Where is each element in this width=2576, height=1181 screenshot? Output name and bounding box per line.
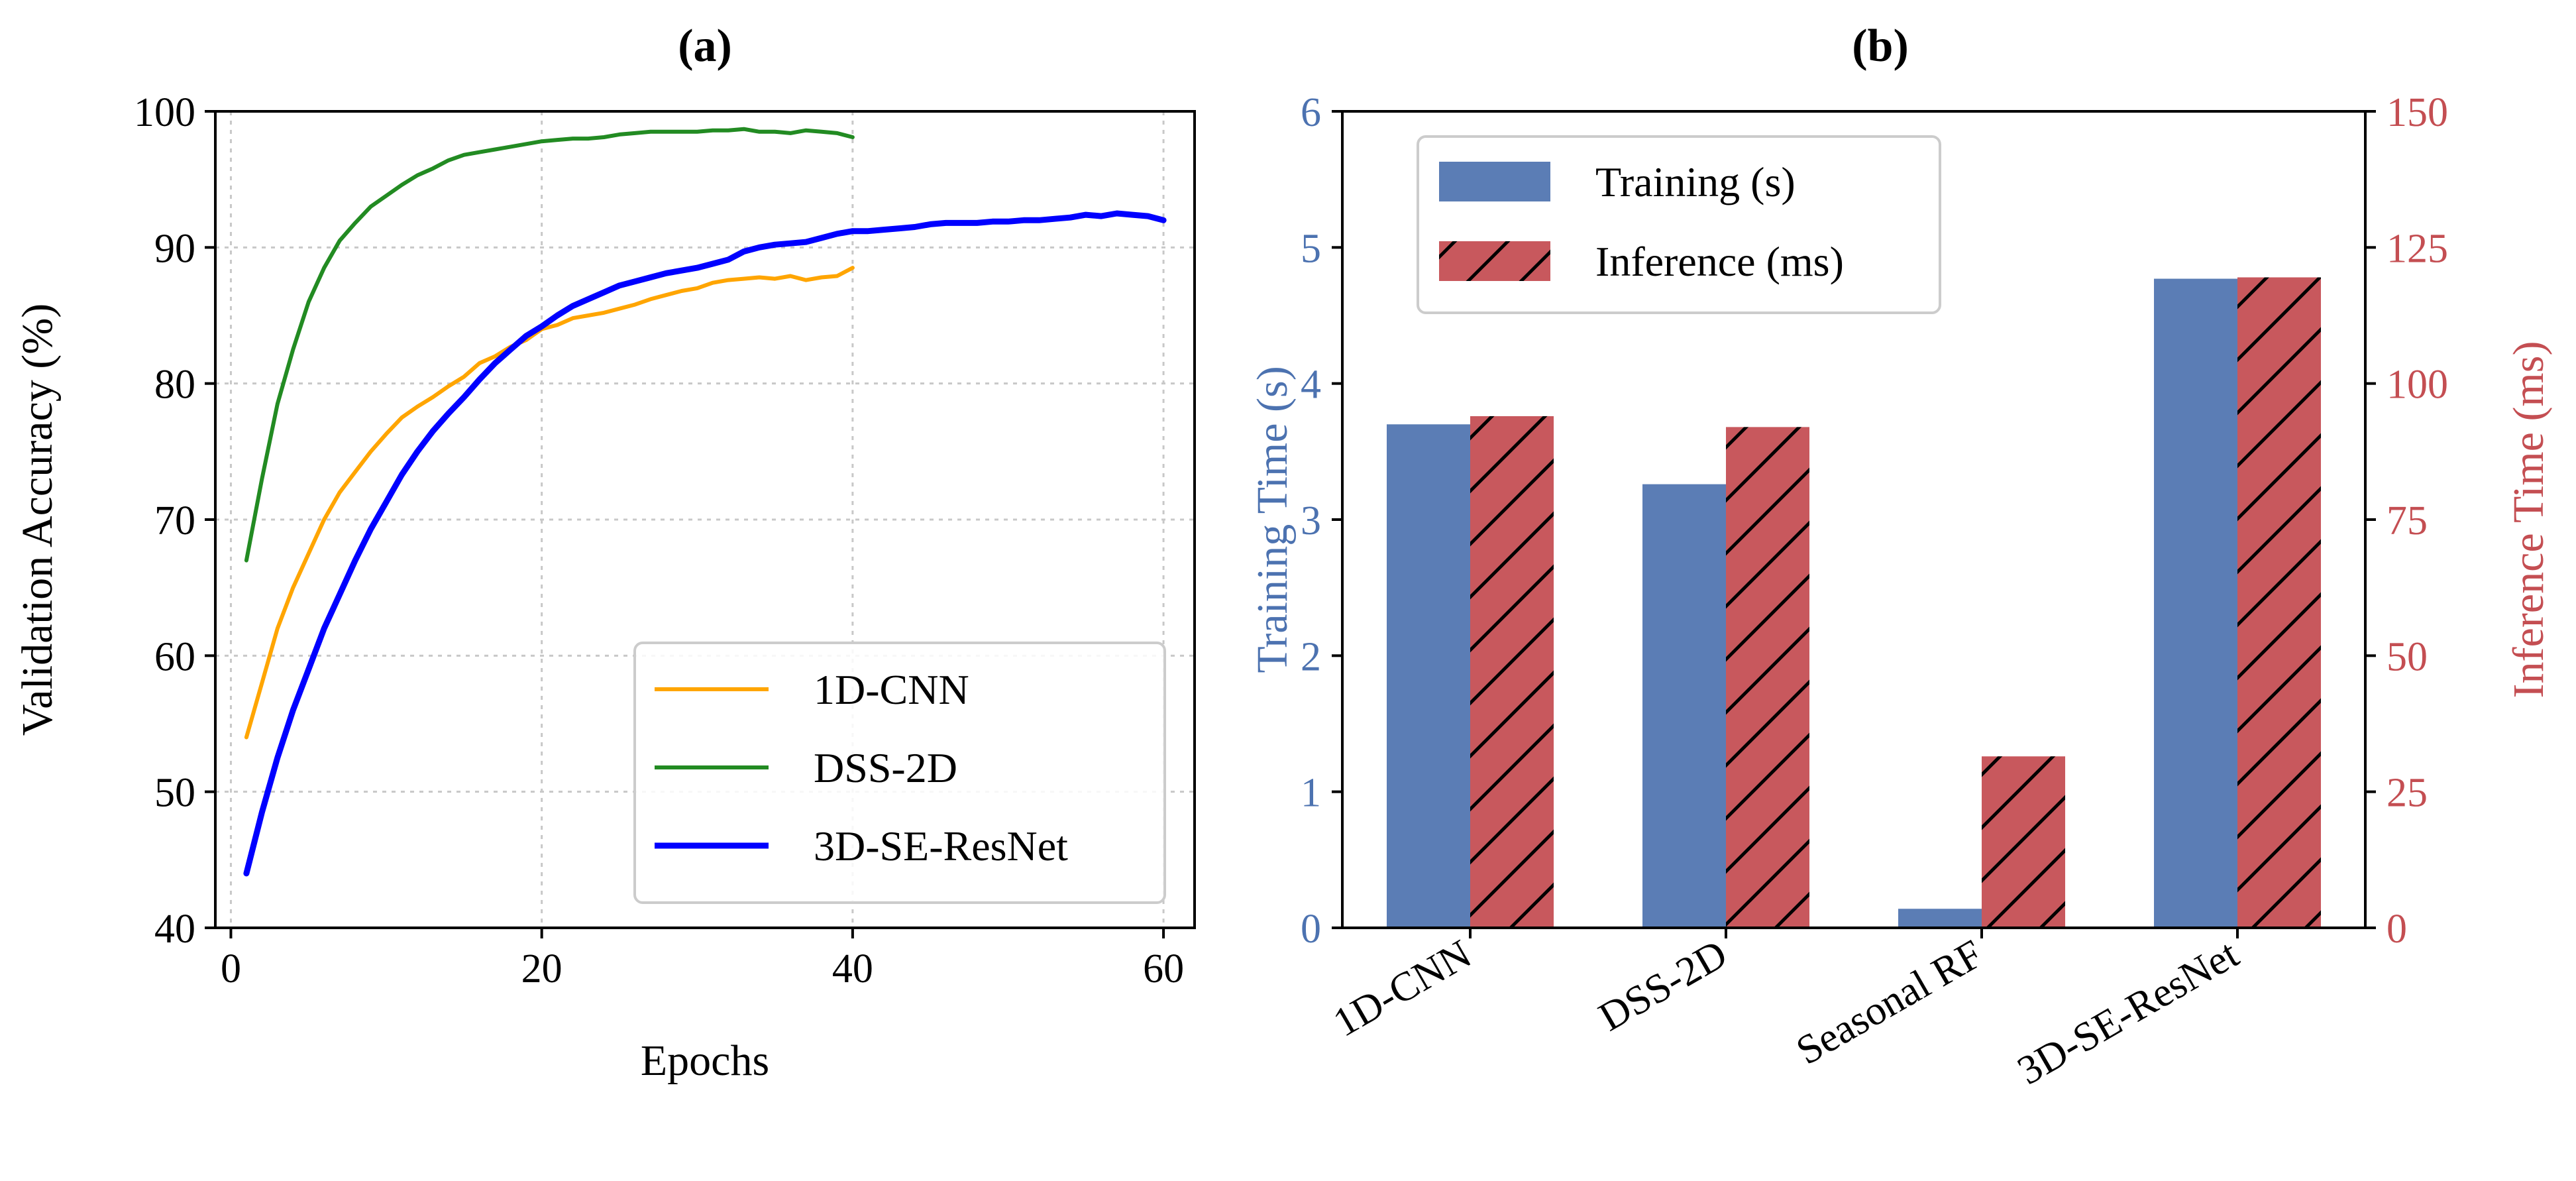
bar-training-1d-cnn: [1387, 424, 1470, 928]
panel-b-legend: Training (s) Inference (ms): [1417, 135, 1941, 314]
a-xtick-label-60: 60: [1143, 946, 1184, 991]
b-xtick-label-1d-cnn: 1D-CNN: [1326, 931, 1479, 1046]
panel-a-ylabel: Validation Accuracy (%): [13, 304, 62, 736]
b-xtick-label-seasonal-rf: Seasonal RF: [1789, 931, 1990, 1074]
a-ytick-label-100: 100: [134, 90, 195, 135]
series-line-dss-2d: [244, 127, 855, 563]
panel-a-xlabel: Epochs: [641, 1037, 769, 1085]
legend-training-swatch: [1439, 162, 1550, 201]
b-ytick-right-label-25: 25: [2387, 771, 2428, 816]
series-line-1d-cnn: [244, 266, 855, 740]
legend-inference-label: Inference (ms): [1595, 238, 1844, 285]
legend-1d-cnn-label: 1D-CNN: [814, 666, 969, 713]
b-ytick-right-label-125: 125: [2387, 226, 2448, 271]
panel-a-lines: [243, 127, 1167, 877]
b-ytick-right-label-100: 100: [2387, 363, 2448, 408]
a-ytick-label-40: 40: [154, 907, 195, 952]
b-ytick-left-label-0: 0: [1301, 907, 1321, 952]
panel-b-title: (b): [1852, 21, 1909, 72]
b-ytick-right-label-0: 0: [2387, 907, 2407, 952]
b-xtick-label-dss-2d: DSS-2D: [1591, 931, 1735, 1040]
panel-b-ylabel-left: Training Time (s): [1248, 366, 1297, 673]
a-ytick-label-80: 80: [154, 363, 195, 408]
a-ytick-label-70: 70: [154, 498, 195, 543]
legend-3d-se-resnet-label: 3D-SE-ResNet: [814, 822, 1068, 870]
b-ytick-left-label-2: 2: [1301, 634, 1321, 679]
panel-b: (b) 1D-CNN DSS-2D Seasonal RF 3D-SE-ResNet 0…: [1248, 21, 2553, 1094]
b-ytick-right-label-150: 150: [2387, 90, 2448, 135]
panel-a-legend: 1D-CNN DSS-2D 3D-SE-ResNet: [633, 642, 1166, 904]
b-ytick-left-label-4: 4: [1301, 363, 1321, 408]
panel-a-title: (a): [678, 21, 732, 72]
b-ytick-left-label-5: 5: [1301, 226, 1321, 271]
bar-inference-hatch-3d-se-resnet: [2237, 277, 2321, 928]
a-xtick-label-40: 40: [832, 946, 873, 991]
legend-training-label: Training (s): [1595, 158, 1796, 205]
b-ytick-left-label-1: 1: [1301, 771, 1321, 816]
legend-dss-2d-label: DSS-2D: [814, 744, 957, 791]
panel-b-bars: [1387, 277, 2321, 928]
a-ytick-label-60: 60: [154, 634, 195, 679]
panel-b-ylabel-right: Inference Time (ms): [2504, 341, 2553, 699]
a-ytick-label-90: 90: [154, 226, 195, 271]
b-ytick-right-label-50: 50: [2387, 634, 2428, 679]
a-xtick-label-20: 20: [521, 946, 563, 991]
bar-inference-hatch-dss-2d: [1726, 427, 1809, 928]
panel-a-legend-box: [633, 642, 1166, 904]
legend-inference-hatch: [1439, 241, 1550, 281]
b-ytick-left-label-6: 6: [1301, 90, 1321, 135]
bar-inference-hatch-seasonal-rf: [1982, 756, 2065, 928]
b-ytick-left-label-3: 3: [1301, 498, 1321, 543]
series-line-3d-se-resnet: [243, 210, 1167, 877]
a-ytick-label-50: 50: [154, 771, 195, 816]
bar-training-dss-2d: [1642, 484, 1726, 928]
b-xtick-label-3d-se-resnet: 3D-SE-ResNet: [2010, 931, 2246, 1094]
bar-training-seasonal-rf: [1898, 909, 1982, 928]
a-xtick-label-0: 0: [221, 946, 241, 991]
b-ytick-right-label-75: 75: [2387, 498, 2428, 543]
panel-a: (a) 0 20 40 60 40 50 60 70 80 90 100 Epochs Valida…: [13, 21, 1196, 1085]
bar-training-3d-se-resnet: [2154, 278, 2237, 928]
bar-inference-hatch-1d-cnn: [1470, 416, 1554, 928]
panel-a-ticks: 0 20 40 60 40 50 60 70 80 90 100: [134, 90, 1184, 991]
